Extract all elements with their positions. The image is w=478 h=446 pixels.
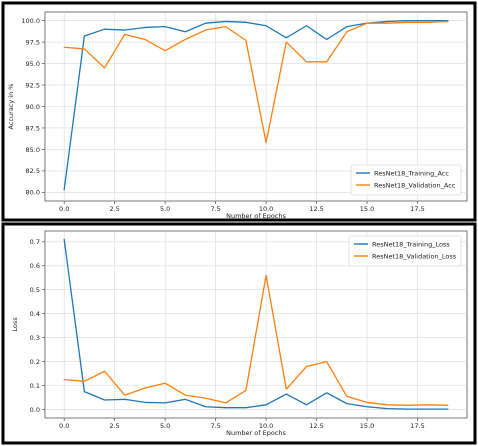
accuracy-x-axis-title: Number of Epochs bbox=[226, 212, 286, 220]
accuracy-series-line-validation bbox=[63, 20, 449, 144]
accuracy-y-tick-label: 87.5 bbox=[26, 124, 40, 132]
loss-x-tick-label: 0.0 bbox=[59, 422, 69, 430]
accuracy-y-tick-label: 90.0 bbox=[26, 103, 40, 111]
loss-y-tick-label: 0.3 bbox=[30, 334, 40, 342]
accuracy-y-tick-label: 92.5 bbox=[26, 81, 40, 89]
accuracy-x-tick-label: 7.5 bbox=[210, 205, 220, 213]
accuracy-y-tick-label: 82.5 bbox=[26, 167, 40, 175]
loss-legend-label: ResNet18_Training_Loss bbox=[372, 240, 450, 248]
accuracy-legend bbox=[350, 164, 462, 196]
loss-y-tick-label: 0.4 bbox=[30, 310, 40, 318]
accuracy-y-tick-label: 100.0 bbox=[21, 17, 40, 25]
loss-x-tick-label: 12.5 bbox=[309, 422, 323, 430]
loss-x-tick-label: 7.5 bbox=[210, 422, 220, 430]
loss-chart: 0.0 0.1 0.2 0.3 0.4 0.5 0.6 0.7 0.0 2.5 5.0 7.5 10.0… bbox=[11, 230, 468, 437]
loss-legend-label: ResNet18_Validation_Loss bbox=[372, 252, 457, 260]
accuracy-y-tick-label: 85.0 bbox=[26, 146, 40, 154]
loss-x-tick-label: 5.0 bbox=[160, 422, 170, 430]
accuracy-legend-label: ResNet18_Training_Acc bbox=[374, 169, 449, 177]
accuracy-x-tick-label: 5.0 bbox=[160, 205, 170, 213]
accuracy-series-line-training bbox=[63, 19, 449, 191]
accuracy-y-tick-label: 97.5 bbox=[26, 38, 40, 46]
loss-y-axis-title: Loss bbox=[11, 317, 19, 332]
accuracy-y-tick-label: 80.0 bbox=[26, 189, 40, 197]
loss-x-axis-title: Number of Epochs bbox=[226, 429, 286, 437]
accuracy-x-tick-label: 15.0 bbox=[360, 205, 374, 213]
accuracy-x-tick-label: 10.0 bbox=[259, 205, 273, 213]
accuracy-y-tick-label: 95.0 bbox=[26, 60, 40, 68]
accuracy-x-tick-label: 12.5 bbox=[309, 205, 323, 213]
loss-y-tick-label: 0.2 bbox=[30, 358, 40, 366]
accuracy-legend-label: ResNet18_Validation_Acc bbox=[374, 181, 456, 189]
loss-y-tick-label: 0.5 bbox=[30, 286, 40, 294]
loss-x-tick-label: 15.0 bbox=[360, 422, 374, 430]
loss-series-line-training bbox=[63, 238, 449, 410]
loss-y-tick-label: 0.0 bbox=[30, 406, 40, 414]
accuracy-y-axis-title: Accuracy in % bbox=[7, 84, 15, 130]
loss-y-tick-label: 0.7 bbox=[30, 238, 40, 246]
loss-y-tick-label: 0.1 bbox=[30, 382, 40, 390]
accuracy-x-tick-label: 17.5 bbox=[410, 205, 424, 213]
loss-legend bbox=[348, 235, 462, 267]
accuracy-x-tick-label: 0.0 bbox=[59, 205, 69, 213]
loss-x-tick-label: 2.5 bbox=[109, 422, 119, 430]
loss-x-tick-label: 17.5 bbox=[410, 422, 424, 430]
accuracy-chart: 80.0 82.5 85.0 87.5 90.0 92.5 95.0 97.5 100.0 0.0… bbox=[7, 11, 468, 220]
loss-series-line-validation bbox=[63, 274, 449, 406]
loss-y-tick-label: 0.6 bbox=[30, 262, 40, 270]
accuracy-x-tick-label: 2.5 bbox=[109, 205, 119, 213]
loss-x-tick-label: 10.0 bbox=[259, 422, 273, 430]
